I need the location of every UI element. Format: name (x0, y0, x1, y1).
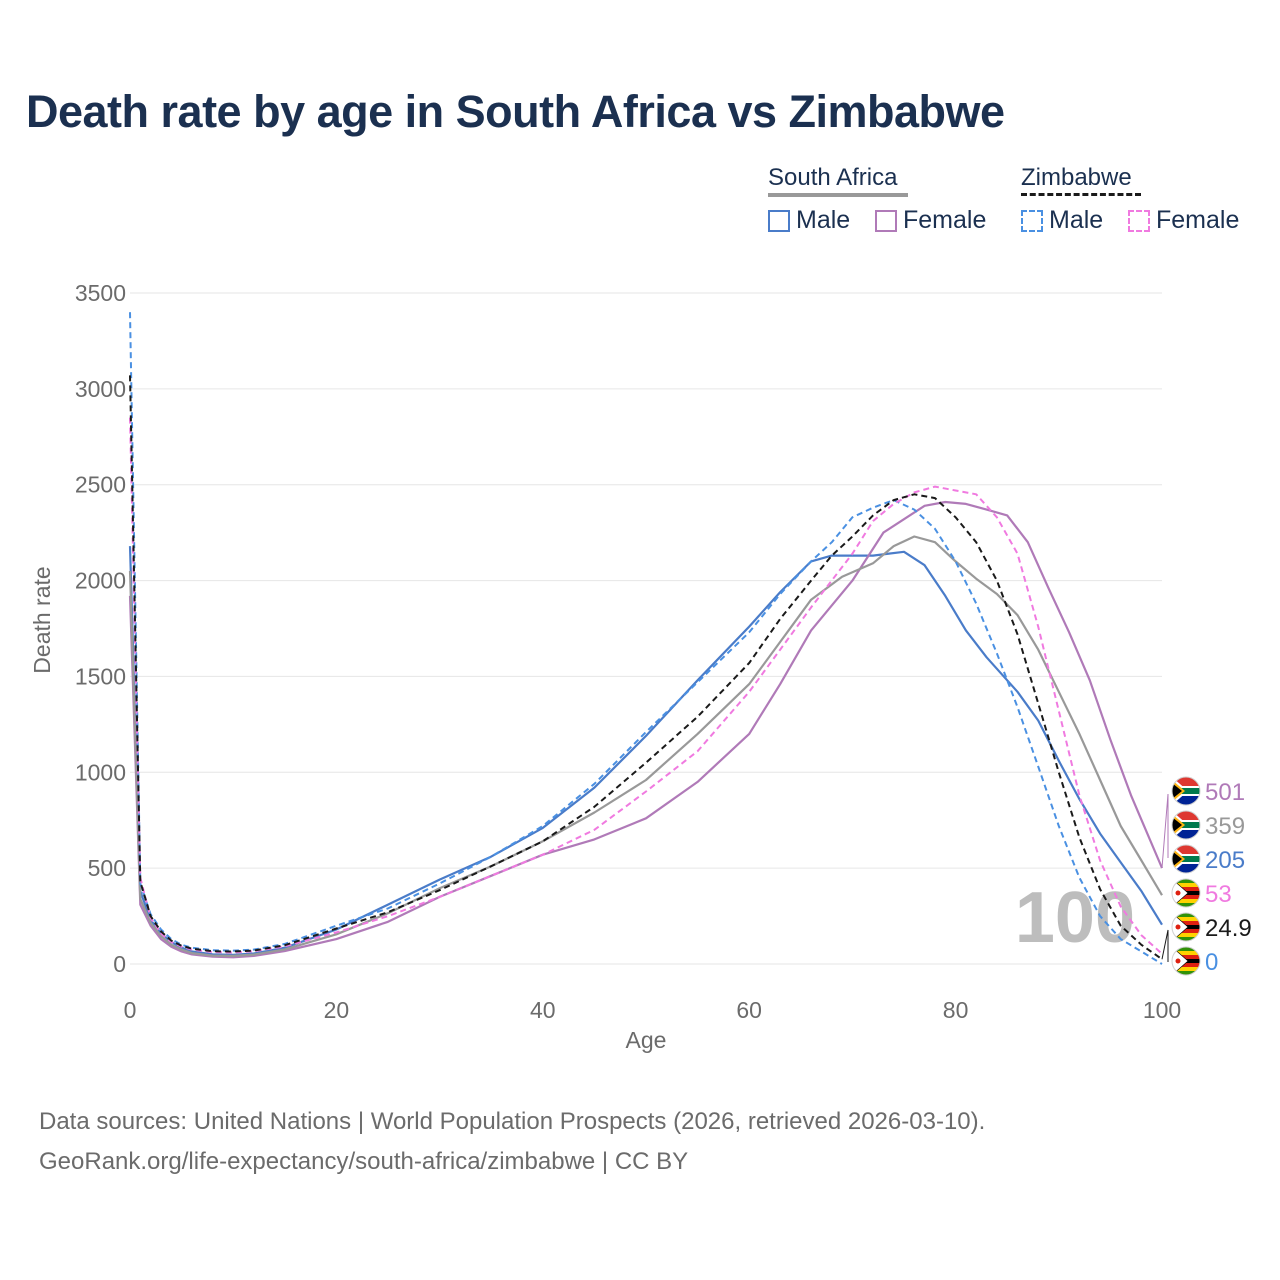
legend-zw-male[interactable]: Male (1021, 206, 1103, 235)
y-tick-label: 500 (88, 855, 126, 881)
y-tick-label: 2500 (75, 472, 126, 498)
x-tick-label: 100 (1143, 997, 1181, 1023)
series-line-4[interactable] (129, 417, 1163, 955)
axes: 0 500 1000 1500 2000 2500 3000 3500 0 20 40 60 80 100 (75, 280, 1181, 1023)
series-end-label: 205 (1205, 847, 1245, 874)
y-tick-label: 1000 (75, 759, 126, 785)
series-end-label: 0 (1205, 949, 1218, 976)
zimbabwe-flag-icon (1171, 946, 1201, 976)
legend-sa-male-label: Male (796, 206, 851, 234)
end-labels: 501 359 205 53 24.9 0 (1161, 776, 1252, 976)
x-tick-label: 40 (530, 997, 556, 1023)
legend-south-africa-line (768, 193, 908, 197)
footer-url: GeoRank.org/life-expectancy/south-africa… (39, 1148, 689, 1175)
series-end-label: 53 (1205, 881, 1232, 908)
legend-zw-female[interactable]: Female (1128, 206, 1239, 235)
chart-title: Death rate by age in South Africa vs Zim… (26, 86, 1005, 137)
x-tick-label: 80 (943, 997, 969, 1023)
y-tick-label: 2000 (75, 568, 126, 594)
series-line-0[interactable] (128, 546, 1163, 956)
series-end-label: 24.9 (1205, 915, 1252, 942)
series-line-1[interactable] (128, 500, 1164, 959)
x-axis-label: Age (626, 1027, 667, 1053)
zimbabwe-flag-icon (1171, 912, 1201, 942)
zw-connector (1161, 929, 1169, 962)
series-line-5[interactable] (129, 375, 1163, 961)
y-tick-label: 0 (113, 951, 126, 977)
legend-group-zimbabwe: Zimbabwe (1021, 164, 1132, 191)
south-africa-flag-icon (1171, 810, 1201, 840)
south-africa-flag-icon (1171, 844, 1201, 874)
x-tick-label: 20 (324, 997, 350, 1023)
grid (130, 292, 1162, 965)
legend-zw-male-swatch (1021, 209, 1043, 232)
series-end-label: 359 (1205, 813, 1245, 840)
legend-sa-female-label: Female (903, 206, 987, 234)
legend-sa-female[interactable]: Female (875, 206, 986, 235)
series-line-2[interactable] (128, 535, 1163, 957)
x-tick-label: 60 (736, 997, 762, 1023)
legend-zw-male-label: Male (1049, 206, 1104, 234)
legend-sa-male-swatch (768, 209, 790, 232)
footer-sources: Data sources: United Nations | World Pop… (39, 1108, 986, 1135)
series-layer (128, 312, 1164, 965)
series-end-label: 501 (1205, 779, 1245, 806)
x-tick-label: 0 (124, 997, 137, 1023)
y-tick-label: 3500 (75, 280, 126, 306)
y-tick-label: 1500 (75, 663, 126, 689)
sa-connector (1161, 793, 1169, 868)
legend-sa-male[interactable]: Male (768, 206, 850, 235)
series-line-3[interactable] (129, 312, 1163, 965)
y-tick-label: 3000 (75, 376, 126, 402)
legend-group-south-africa: South Africa (768, 164, 898, 191)
legend-zw-female-swatch (1128, 209, 1150, 232)
zimbabwe-flag-icon (1171, 878, 1201, 908)
legend-zimbabwe-line (1021, 193, 1141, 196)
watermark-year: 100 (1015, 878, 1135, 958)
legend-zw-female-label: Female (1156, 206, 1240, 234)
south-africa-flag-icon (1171, 776, 1201, 806)
legend-sa-female-swatch (875, 209, 897, 232)
y-axis-label: Death rate (29, 566, 55, 673)
